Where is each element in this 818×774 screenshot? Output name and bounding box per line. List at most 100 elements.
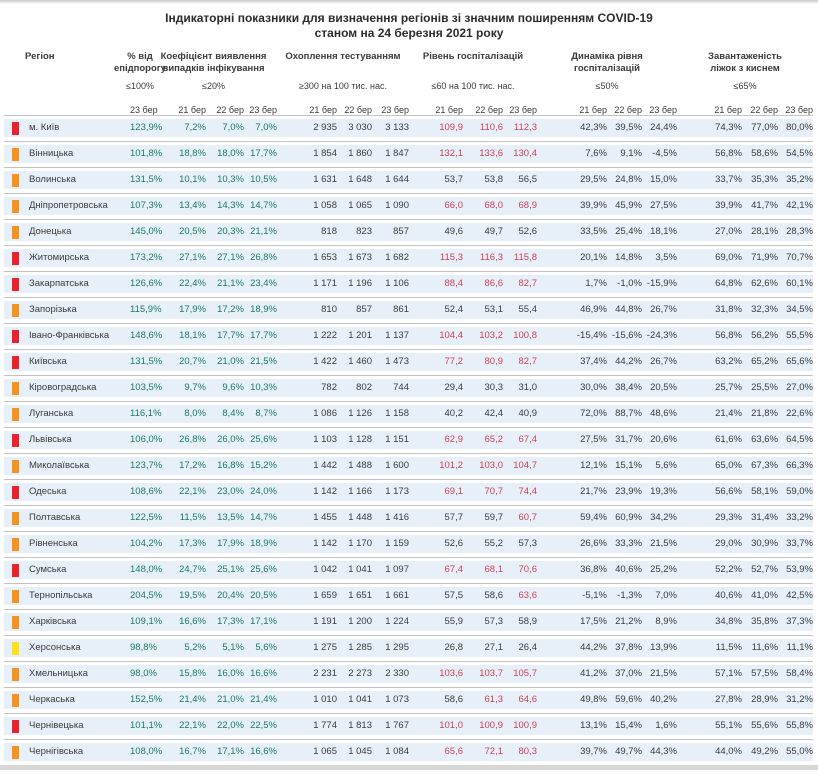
test-value: 1 142: [313, 538, 337, 549]
table-row: Київська 131,5% 20,7% 21,0% 21,5% 1 422 1 460 1…: [4, 349, 813, 375]
table-row: Кіровоградська 103,5% 9,7% 9,6% 10,3% 782 802 7…: [4, 375, 813, 401]
dyn-value: 21,7%: [580, 486, 607, 497]
test-value: 818: [321, 226, 337, 237]
status-indicator: [12, 303, 19, 317]
hosp-value: 112,3: [513, 122, 537, 133]
row-band: Кіровоградська 103,5% 9,7% 9,6% 10,3% 782 802 7…: [4, 379, 813, 397]
region-cell: Запорізька: [4, 301, 130, 319]
test-value: 1 159: [385, 538, 409, 549]
dyn-value: 59,4%: [580, 512, 607, 523]
date-label: 22 бер: [750, 105, 778, 115]
column-group-5: Завантаженість ліжок з киснем ≤65%: [677, 51, 813, 91]
row-band: Хмельницька 98,0% 15,8% 16,0% 16,6% 2 231 2 27…: [4, 665, 813, 683]
beds-value: 54,5%: [786, 148, 813, 159]
region-name: Харківська: [29, 616, 77, 627]
report-title: Індикаторні показники для визначення рег…: [0, 4, 818, 41]
table-row: Вінницька 101,8% 18,8% 18,0% 17,7% 1 854 1 860…: [4, 141, 813, 167]
coef-value: 8,4%: [222, 408, 244, 419]
status-indicator: [12, 641, 19, 655]
region-name: Черкаська: [29, 694, 75, 705]
beds-value: 58,1%: [751, 486, 778, 497]
beds-value: 55,5%: [786, 330, 813, 341]
hosp-value: 40,9: [518, 408, 538, 419]
region-name: Полтавська: [29, 512, 81, 523]
region-name: Вінницька: [29, 148, 74, 159]
test-value: 1 200: [348, 616, 372, 627]
test-value: 1 058: [313, 200, 337, 211]
hosp-value: 27,1: [484, 642, 504, 653]
hosp-value: 70,6: [518, 564, 538, 575]
coef-value: 16,6%: [179, 616, 206, 627]
region-cell: Львівська: [4, 431, 130, 449]
beds-value: 29,0%: [715, 538, 742, 549]
status-indicator: [12, 329, 19, 343]
dyn-value: 12,1%: [580, 460, 607, 471]
hosp-value: 26,8: [444, 642, 464, 653]
hosp-value: 88,4: [444, 278, 464, 289]
dyn-value: 25,4%: [615, 226, 642, 237]
dyn-value: 44,3%: [650, 746, 677, 757]
row-band: Одеська 108,6% 22,1% 23,0% 24,0% 1 142 1 166 1 …: [4, 483, 813, 501]
dyn-value: 13,9%: [650, 642, 677, 653]
beds-value: 33,2%: [786, 512, 813, 523]
coef-value: 25,1%: [217, 564, 244, 575]
table-row: Житомирська 173,2% 27,1% 27,1% 26,8% 1 653 1 6…: [4, 245, 813, 271]
test-value: 1 151: [385, 434, 409, 445]
coef-value: 21,4%: [250, 694, 277, 705]
test-value: 1 126: [348, 408, 372, 419]
beds-value: 74,3%: [715, 122, 742, 133]
hosp-value: 67,4: [518, 434, 538, 445]
column-group-3: Рівень госпіталізацій ≤60 на 100 тис. нас…: [409, 51, 537, 91]
hosp-value: 133,6: [479, 148, 503, 159]
column-group-label: Охоплення тестуванням: [285, 51, 400, 63]
test-value: 1 191: [313, 616, 337, 627]
epid-value: 126,6%: [130, 278, 163, 289]
coef-value: 17,7%: [250, 330, 277, 341]
dyn-value: 20,6%: [650, 434, 677, 445]
date-label: 21 бер: [714, 105, 742, 115]
table-row: Чернігівська 108,0% 16,7% 17,1% 16,6% 1 065 1 …: [4, 739, 813, 765]
test-value: 1 103: [313, 434, 337, 445]
dyn-value: 49,8%: [580, 694, 607, 705]
hosp-value: 66,0: [444, 200, 464, 211]
status-indicator: [12, 381, 19, 395]
dyn-value: 26,6%: [580, 538, 607, 549]
column-group-label: % від епідпорогу: [114, 51, 166, 75]
hosp-value: 68,9: [518, 200, 538, 211]
dyn-value: 39,7%: [580, 746, 607, 757]
coef-value: 18,9%: [250, 304, 277, 315]
hosp-value: 40,2: [444, 408, 464, 419]
table-row: Полтавська 122,5% 11,5% 13,5% 14,7% 1 455 1 44…: [4, 505, 813, 531]
row-separator: [4, 453, 813, 454]
dyn-value: 40,2%: [650, 694, 677, 705]
status-indicator: [12, 433, 19, 447]
region-cell: Закарпатська: [4, 275, 130, 293]
row-band: Полтавська 122,5% 11,5% 13,5% 14,7% 1 455 1 44…: [4, 509, 813, 527]
beds-value: 65,0%: [715, 460, 742, 471]
table-row: Запорізька 115,9% 17,9% 17,2% 18,9% 810 857 861…: [4, 297, 813, 323]
coef-value: 10,1%: [179, 174, 206, 185]
row-band: Запорізька 115,9% 17,9% 17,2% 18,9% 810 857 861…: [4, 301, 813, 319]
row-band: м. Київ 123,9% 7,2% 7,0% 7,0% 2 935 3 030 3 133…: [4, 119, 813, 137]
beds-value: 65,6%: [786, 356, 813, 367]
title-line-2: станом на 24 березня 2021 року: [314, 26, 504, 40]
column-group-2: Охоплення тестуванням ≥300 на 100 тис. на…: [277, 51, 409, 91]
dyn-value: 27,5%: [580, 434, 607, 445]
region-cell: Вінницька: [4, 145, 130, 163]
epid-value: 116,1%: [130, 408, 162, 419]
coef-value: 20,5%: [179, 226, 206, 237]
coef-value: 20,3%: [217, 226, 244, 237]
test-value: 782: [321, 382, 337, 393]
hosp-value: 26,4: [518, 642, 538, 653]
dyn-value: 33,5%: [580, 226, 607, 237]
table-body: м. Київ 123,9% 7,2% 7,0% 7,0% 2 935 3 030 3 133…: [4, 115, 813, 765]
coef-value: 26,0%: [217, 434, 244, 445]
coef-value: 17,3%: [217, 616, 244, 627]
test-value: 1 275: [313, 642, 337, 653]
dyn-value: 30,0%: [580, 382, 607, 393]
coef-value: 17,2%: [179, 460, 206, 471]
beds-value: 56,6%: [715, 486, 742, 497]
dyn-value: 20,1%: [580, 252, 607, 263]
test-value: 1 422: [313, 356, 337, 367]
epid-value: 98,8%: [130, 642, 157, 653]
